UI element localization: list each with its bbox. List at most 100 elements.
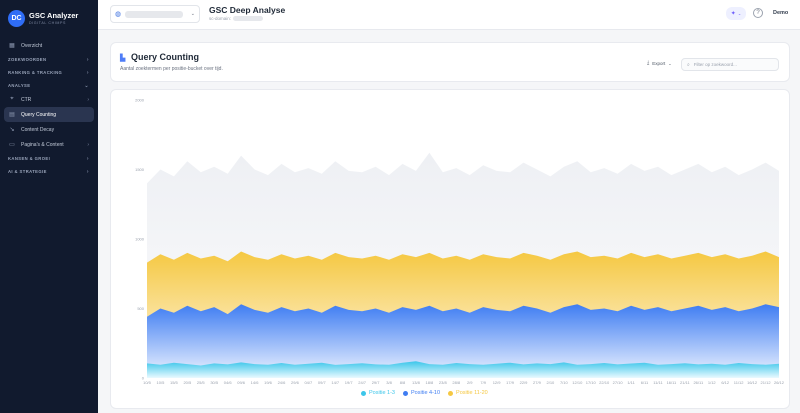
x-tick-label: 17/10 xyxy=(586,380,597,385)
sidebar-section-ai-strategie[interactable]: AI & STRATEGIE › xyxy=(0,165,98,178)
domain-prefix: sc-domain: xyxy=(209,16,232,21)
sidebar-section-analyse[interactable]: ANALYSE ⌄ xyxy=(0,79,98,92)
card-title: Query Counting xyxy=(131,52,199,62)
sparkle-icon: ✦ xyxy=(730,11,736,17)
x-tick-label: 1/11 xyxy=(627,380,635,385)
sidebar-label: KANSEN & GROEI xyxy=(8,156,51,161)
x-tick-label: 15/5 xyxy=(170,380,179,385)
bar-chart-icon: ▤ xyxy=(9,112,15,118)
chevron-right-icon: › xyxy=(87,141,89,148)
trend-down-icon: ↘ xyxy=(9,127,15,133)
x-tick-label: 13/8 xyxy=(412,380,421,385)
x-tick-label: 25/5 xyxy=(197,380,206,385)
x-tick-label: 16/12 xyxy=(747,380,758,385)
x-tick-label: 11/11 xyxy=(653,380,663,385)
chevron-right-icon: › xyxy=(86,69,89,76)
chart-card: 2000 1500 1000 500 0 10/5 10/5 15/5 20/5 25/5 30/5… xyxy=(110,89,790,409)
x-tick-label: 3/8 xyxy=(386,380,392,385)
legend-label: Positie 11-20 xyxy=(456,390,488,396)
filter-field[interactable]: ⌕ xyxy=(681,58,779,71)
x-tick-label: 22/10 xyxy=(599,380,610,385)
chevron-right-icon: › xyxy=(86,56,89,63)
x-tick-label: 30/5 xyxy=(210,380,219,385)
app-name: GSC Analyzer xyxy=(29,11,79,20)
search-icon: ⌕ xyxy=(687,61,690,68)
x-tick-label: 29/6 xyxy=(291,380,300,385)
chevron-right-icon: › xyxy=(87,96,89,103)
legend-item[interactable]: Positie 11-20 xyxy=(448,390,488,396)
ai-assistant-button[interactable]: ✦ ⌄ xyxy=(726,7,746,20)
x-tick-label: 10/5 xyxy=(157,380,166,385)
x-tick-label: 11/12 xyxy=(734,380,744,385)
legend-swatch xyxy=(361,390,366,396)
x-tick-label: 8/8 xyxy=(400,380,406,385)
x-tick-label: 26/11 xyxy=(693,380,703,385)
legend-item[interactable]: Positie 1-3 xyxy=(361,390,395,396)
x-tick-label: 04/6 xyxy=(224,380,233,385)
x-tick-label: 18/8 xyxy=(425,380,434,385)
chevron-right-icon: › xyxy=(86,155,89,162)
x-tick-label: 6/11 xyxy=(641,380,649,385)
site-selector[interactable]: ◍ ⌄ xyxy=(110,5,200,23)
sidebar-item-ctr[interactable]: ⌖ CTR › xyxy=(0,92,98,107)
y-tick-label: 1000 xyxy=(135,237,145,242)
download-icon: ⤓ xyxy=(647,60,650,66)
sidebar-item-query-counting[interactable]: ▤ Query Counting xyxy=(4,107,94,122)
query-counting-header-card: ▙ Query Counting Aantal zoektermen per p… xyxy=(110,42,790,82)
x-tick-label: 12/10 xyxy=(572,380,583,385)
document-icon: ▭ xyxy=(9,142,15,148)
chevron-down-icon: ⌄ xyxy=(668,60,672,66)
x-tick-label: 29/7 xyxy=(372,380,381,385)
x-tick-label: 14/7 xyxy=(331,380,340,385)
x-tick-label: 7/10 xyxy=(560,380,569,385)
help-button[interactable]: ? xyxy=(753,8,763,18)
x-tick-label: 17/9 xyxy=(506,380,515,385)
cursor-icon: ⌖ xyxy=(10,96,14,102)
site-name-redacted xyxy=(125,10,184,18)
x-tick-label: 21/12 xyxy=(761,380,772,385)
legend-label: Positie 4-10 xyxy=(411,390,441,396)
domain-redacted xyxy=(233,16,264,21)
card-subtitle: Aantal zoektermen per positie-bucket ove… xyxy=(120,66,223,72)
x-tick-label: 04/7 xyxy=(304,380,313,385)
sidebar-item-overzicht[interactable]: ▦ Overzicht xyxy=(0,38,98,53)
sidebar-nav: ▦ Overzicht ZOEKWOORDEN › RANKING & TRACKING… xyxy=(0,38,98,178)
sidebar-section-zoekwoorden[interactable]: ZOEKWOORDEN › xyxy=(0,53,98,66)
filter-input[interactable] xyxy=(693,62,773,67)
sidebar-label: Content Decay xyxy=(21,126,55,133)
legend-swatch xyxy=(448,390,454,396)
x-tick-label: 2/9 xyxy=(467,380,473,385)
y-tick-label: 500 xyxy=(137,306,144,311)
chevron-down-icon: ⌄ xyxy=(737,11,742,16)
export-button[interactable]: ⤓ Export ⌄ xyxy=(647,60,672,66)
x-tick-label: 23/8 xyxy=(439,380,448,385)
brand[interactable]: DC GSC Analyzer DIGITAL CHIMPS xyxy=(0,0,98,30)
chevron-down-icon: ⌄ xyxy=(190,11,195,17)
sidebar-label: Pagina's & Content xyxy=(21,141,64,148)
sidebar-item-content-decay[interactable]: ↘ Content Decay xyxy=(0,122,98,137)
area-series-1 xyxy=(147,304,779,378)
export-label: Export xyxy=(652,60,666,66)
x-tick-label: 28/8 xyxy=(452,380,461,385)
user-menu[interactable]: Demo xyxy=(773,10,789,16)
bar-chart-icon: ▙ xyxy=(120,55,126,62)
legend-item[interactable]: Positie 4-10 xyxy=(403,390,440,396)
top-header: ◍ ⌄ GSC Deep Analyse sc-domain: ✦ ⌄ ? Dem… xyxy=(98,0,800,30)
sidebar-label: RANKING & TRACKING xyxy=(8,70,63,75)
y-tick-label: 2000 xyxy=(135,98,145,103)
x-tick-label: 1/12 xyxy=(708,380,717,385)
app-tagline: DIGITAL CHIMPS xyxy=(29,21,66,25)
logo: DC xyxy=(8,10,25,27)
sidebar-section-kansen-groei[interactable]: KANSEN & GROEI › xyxy=(0,152,98,165)
x-tick-label: 27/10 xyxy=(613,380,624,385)
x-tick-label: 09/6 xyxy=(237,380,246,385)
x-tick-label: 2/10 xyxy=(547,380,556,385)
x-tick-label: 19/6 xyxy=(264,380,273,385)
sidebar-item-pagina-s-content[interactable]: ▭ Pagina's & Content › xyxy=(0,137,98,152)
x-tick-label: 12/9 xyxy=(493,380,502,385)
x-tick-label: 19/7 xyxy=(345,380,354,385)
sidebar-section-ranking-tracking[interactable]: RANKING & TRACKING › xyxy=(0,66,98,79)
sidebar-label: ZOEKWOORDEN xyxy=(8,57,47,62)
y-tick-label: 0 xyxy=(142,376,145,381)
